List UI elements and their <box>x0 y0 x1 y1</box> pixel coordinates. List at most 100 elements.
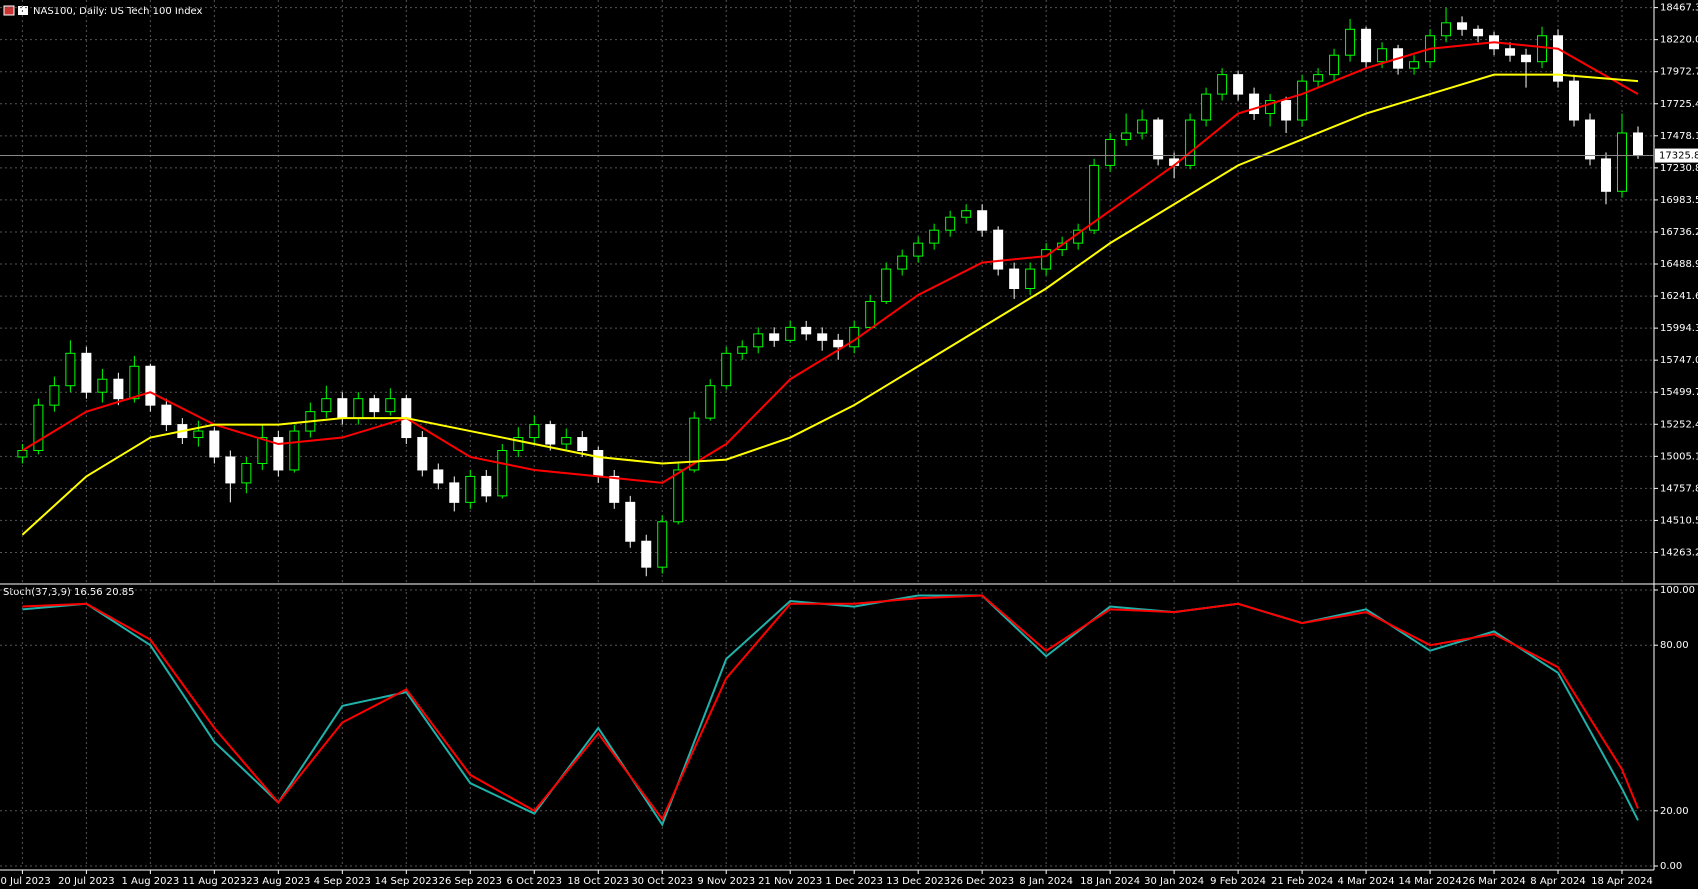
candle-body <box>81 352 92 393</box>
candle-body <box>321 398 332 413</box>
candle-body <box>673 469 684 523</box>
y-tick-label: 16736.2 <box>1660 227 1698 238</box>
candle-body <box>1585 119 1596 160</box>
candle-body <box>577 437 588 452</box>
candle-body <box>1089 164 1100 231</box>
candle-body <box>1265 100 1276 115</box>
candle-body <box>417 437 428 471</box>
candle-body <box>721 352 732 387</box>
candle-body <box>1329 54 1340 76</box>
y-tick-label: 16983.5 <box>1660 195 1698 206</box>
y-tick-label: 15499.7 <box>1660 387 1698 398</box>
y-tick-label: 18467.3 <box>1660 3 1698 14</box>
y-tick-label: 15994.3 <box>1660 323 1698 334</box>
candle-body <box>449 482 460 503</box>
y-tick-label: 18220.0 <box>1660 35 1698 46</box>
candle-body <box>1025 268 1036 290</box>
x-tick-label: 21 Nov 2023 <box>758 876 822 887</box>
candle-body <box>65 352 76 387</box>
indicator-line <box>22 594 1639 827</box>
x-tick-label: 1 Dec 2023 <box>825 876 883 887</box>
x-tick-label: 9 Nov 2023 <box>697 876 755 887</box>
candle-body <box>593 450 604 477</box>
candle-body <box>657 521 668 568</box>
x-tick-label: 26 Mar 2024 <box>1462 876 1525 887</box>
x-tick-label: 8 Apr 2024 <box>1530 876 1585 887</box>
x-tick-label: 21 Feb 2024 <box>1271 876 1333 887</box>
candle-body <box>1281 100 1292 121</box>
candle-body <box>609 475 620 503</box>
x-tick-label: 26 Sep 2023 <box>439 876 502 887</box>
y-tick-label: 20.00 <box>1660 806 1689 817</box>
candle-body <box>1153 119 1164 160</box>
last-price-label: 17325.8 <box>1659 151 1698 162</box>
candle-body <box>1521 54 1532 63</box>
candle-body <box>337 398 348 419</box>
candle-body <box>145 365 156 406</box>
x-tick-label: 1 Aug 2023 <box>122 876 180 887</box>
candle-body <box>753 333 764 348</box>
x-tick-label: 30 Oct 2023 <box>631 876 693 887</box>
candle-body <box>865 300 876 328</box>
x-tick-label: 18 Oct 2023 <box>567 876 629 887</box>
candle-body <box>769 333 780 341</box>
y-tick-label: 16241.6 <box>1660 291 1698 302</box>
x-tick-label: 20 Jul 2023 <box>58 876 115 887</box>
candle-body <box>529 424 540 439</box>
candle-body <box>1297 80 1308 121</box>
x-tick-label: 4 Sep 2023 <box>314 876 371 887</box>
candle-body <box>225 456 236 484</box>
candle-body <box>929 229 940 244</box>
candle-body <box>833 339 844 348</box>
candle-body <box>1137 119 1148 134</box>
y-tick-label: 0.00 <box>1660 861 1682 872</box>
candle-body <box>1553 35 1564 82</box>
y-tick-label: 17230.8 <box>1660 163 1698 174</box>
x-tick-label: 6 Oct 2023 <box>507 876 562 887</box>
candle-body <box>689 417 700 471</box>
candle-body <box>289 430 300 471</box>
candle-body <box>1041 249 1052 270</box>
candle-body <box>1057 242 1068 251</box>
x-tick-label: 18 Apr 2024 <box>1591 876 1653 887</box>
x-tick-label: 4 Mar 2024 <box>1338 876 1395 887</box>
candle-body <box>129 365 140 400</box>
y-tick-label: 17972.7 <box>1660 67 1698 78</box>
x-tick-label: 18 Jan 2024 <box>1080 876 1140 887</box>
x-tick-label: 30 Jan 2024 <box>1144 876 1204 887</box>
candle-body <box>1009 268 1020 290</box>
candle-body <box>817 333 828 341</box>
candle-body <box>737 346 748 354</box>
candle-body <box>1361 28 1372 63</box>
chart-title: NAS100, Daily: US Tech 100 Index <box>33 6 203 17</box>
y-tick-label: 17478.1 <box>1660 131 1698 142</box>
candle-body <box>881 268 892 302</box>
candle-body <box>913 242 924 257</box>
candle-body <box>161 404 172 426</box>
candle-body <box>641 540 652 568</box>
indicator-name: Stoch(37,3,9) <box>3 587 71 598</box>
last-price-box <box>1655 148 1698 163</box>
candle-body <box>1201 93 1212 121</box>
candle-body <box>481 475 492 497</box>
x-tick-label: 14 Mar 2024 <box>1398 876 1461 887</box>
candle-body <box>561 437 572 445</box>
candle-body <box>369 398 380 413</box>
candle-body <box>193 430 204 439</box>
candle-body <box>1537 35 1548 63</box>
candle-body <box>1377 48 1388 63</box>
candle-body <box>977 210 988 231</box>
candle-body <box>945 216 956 231</box>
candle-body <box>1233 74 1244 95</box>
moving-average <box>21 73 1639 536</box>
candle-body <box>433 469 444 484</box>
candle-body <box>1617 132 1628 192</box>
candle-body <box>49 385 60 406</box>
x-tick-label: 26 Dec 2023 <box>950 876 1014 887</box>
x-tick-label: 11 Aug 2023 <box>182 876 246 887</box>
candle-body <box>1345 28 1356 56</box>
y-tick-label: 14263.2 <box>1660 547 1698 558</box>
candle-body <box>353 398 364 419</box>
y-tick-label: 15252.4 <box>1660 419 1698 430</box>
